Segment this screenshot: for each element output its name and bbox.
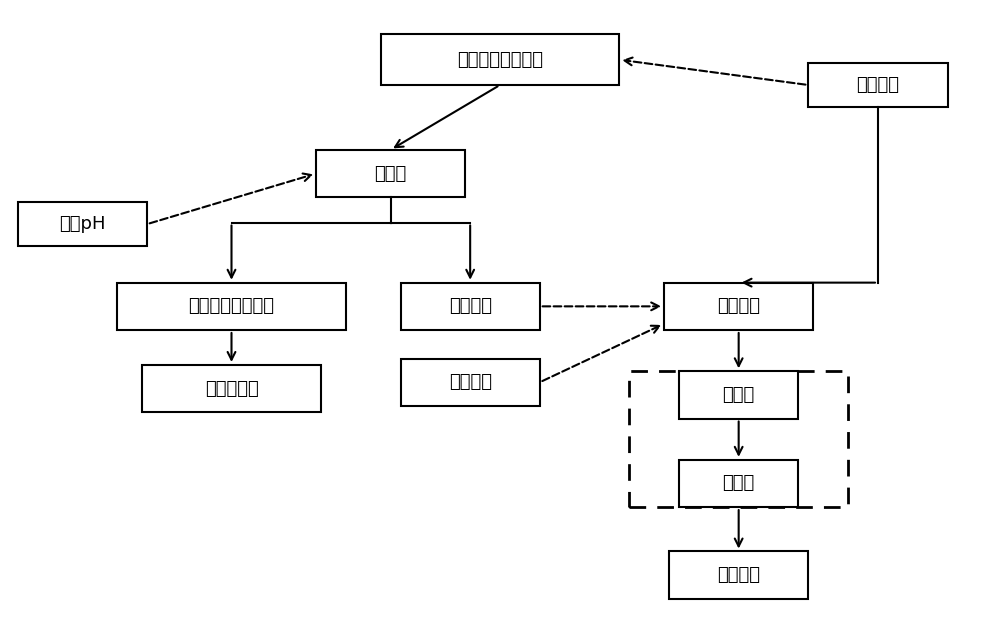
Text: 醇化相: 醇化相 [723,386,755,404]
Text: 金属氢氧化物沉积: 金属氢氧化物沉积 [188,297,274,315]
Bar [401,283,540,330]
Bar [381,34,619,85]
Bar [808,63,948,107]
Bar [316,150,465,197]
Text: 固态污泥: 固态污泥 [717,297,760,315]
Text: 厌氧消化: 厌氧消化 [717,566,760,584]
Bar [117,283,346,330]
Bar [629,371,848,507]
Text: 等电点预处理污泥: 等电点预处理污泥 [457,50,543,69]
Bar [669,551,808,599]
Bar [664,283,813,330]
Text: 甲烷相: 甲烷相 [723,475,755,493]
Text: 去离子水: 去离子水 [449,373,492,391]
Bar [142,365,321,412]
Bar [401,359,540,406]
Bar [679,460,798,507]
Bar [18,202,147,246]
Text: 调节pH: 调节pH [59,215,106,233]
Bar [679,371,798,419]
Text: 回收重金属: 回收重金属 [205,380,258,397]
Text: 上部溶液: 上部溶液 [449,297,492,315]
Text: 上清液: 上清液 [374,165,407,182]
Text: 固液分离: 固液分离 [856,76,899,94]
